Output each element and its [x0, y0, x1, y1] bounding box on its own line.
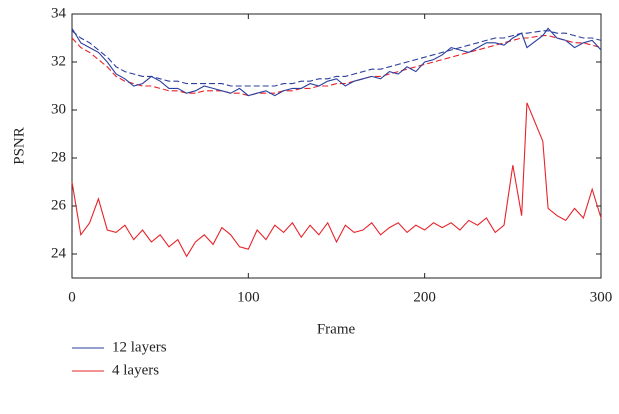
x-axis-label: Frame — [317, 321, 356, 337]
x-tick-label: 0 — [68, 289, 76, 305]
x-tick-label: 100 — [237, 289, 260, 305]
legend-label: 4 layers — [112, 362, 159, 378]
legend-label: 12 layers — [112, 339, 167, 355]
y-tick-label: 30 — [51, 101, 66, 117]
y-tick-label: 24 — [51, 245, 67, 261]
y-tick-label: 28 — [51, 149, 66, 165]
y-axis-label: PSNR — [11, 127, 27, 165]
plot-frame — [71, 13, 602, 279]
y-tick-label: 34 — [51, 5, 67, 21]
y-tick-label: 32 — [51, 53, 66, 69]
series-line — [71, 35, 602, 97]
x-tick-label: 300 — [590, 289, 613, 305]
series-line — [71, 102, 602, 258]
y-tick-label: 26 — [51, 197, 67, 213]
series-line — [71, 30, 602, 87]
x-tick-label: 200 — [413, 289, 436, 305]
series-line — [71, 27, 602, 97]
